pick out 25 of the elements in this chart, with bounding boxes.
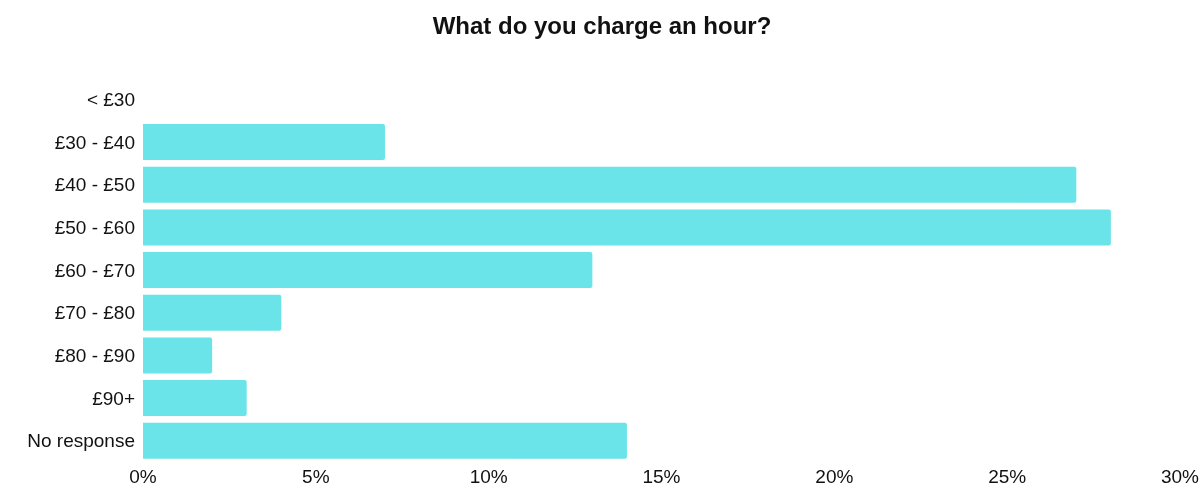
- bar: [143, 337, 213, 374]
- bar: [143, 422, 627, 459]
- bar: [143, 166, 1077, 203]
- y-tick-label: £40 - £50: [54, 174, 135, 196]
- bar: [143, 209, 1111, 246]
- y-tick-label: No response: [27, 430, 135, 452]
- y-tick-label: £60 - £70: [54, 259, 135, 281]
- bar: [143, 252, 593, 289]
- y-tick-label: < £30: [86, 89, 135, 111]
- x-tick-label: 0%: [129, 466, 157, 488]
- bar: [143, 124, 385, 161]
- chart-title: What do you charge an hour?: [431, 11, 773, 41]
- y-tick-label: £90+: [92, 387, 135, 409]
- x-tick-label: 20%: [815, 466, 854, 488]
- y-tick-label: £80 - £90: [54, 345, 135, 367]
- x-tick-label: 5%: [302, 466, 330, 488]
- bar: [143, 294, 282, 331]
- x-tick-label: 25%: [988, 466, 1027, 488]
- bar: [143, 380, 247, 417]
- x-tick-label: 10%: [469, 466, 508, 488]
- y-tick-label: £70 - £80: [54, 302, 135, 324]
- x-tick-label: 15%: [642, 466, 681, 488]
- x-tick-label: 30%: [1160, 466, 1200, 488]
- y-tick-label: £50 - £60: [54, 217, 135, 239]
- y-tick-label: £30 - £40: [54, 131, 135, 153]
